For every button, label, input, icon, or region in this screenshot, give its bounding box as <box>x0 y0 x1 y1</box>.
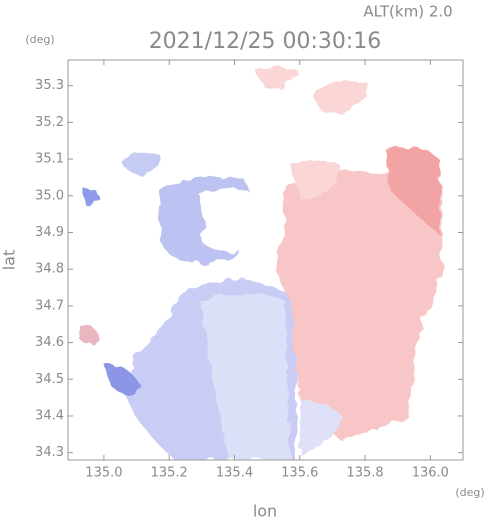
red-region <box>385 146 440 235</box>
gap <box>200 188 270 235</box>
y-unit: (deg) <box>25 33 54 46</box>
echo-shapes <box>80 66 443 460</box>
light-blue-region <box>300 400 345 455</box>
x-tick-label: 136.0 <box>412 466 449 481</box>
plot-frame <box>67 59 464 461</box>
red-region <box>290 160 340 200</box>
chart-title: 2021/12/25 00:30:16 <box>149 29 382 54</box>
blue-region <box>120 153 160 175</box>
blue-region <box>105 364 140 395</box>
y-tick-label: 34.8 <box>35 262 64 277</box>
y-tick-label: 34.5 <box>35 372 64 387</box>
x-tick-label: 135.8 <box>346 466 383 481</box>
y-axis-label: lat <box>0 250 19 271</box>
x-unit: (deg) <box>455 486 484 499</box>
altitude-label: ALT(km) 2.0 <box>363 3 452 21</box>
y-tick-label: 34.3 <box>35 445 64 460</box>
red-region <box>277 161 443 440</box>
x-tick-label: 135.2 <box>151 466 188 481</box>
x-tick-label: 135.4 <box>216 466 253 481</box>
x-axis-label: lon <box>253 502 277 521</box>
y-tick-label: 35.1 <box>35 152 64 167</box>
y-tick-label: 34.6 <box>35 335 64 350</box>
y-tick-label: 35.0 <box>35 188 64 203</box>
red-region <box>314 81 370 115</box>
mixed-region <box>80 324 100 345</box>
x-tick-label: 135.0 <box>85 466 122 481</box>
y-tick-label: 34.7 <box>35 298 64 313</box>
red-region <box>255 66 300 89</box>
y-tick-label: 34.4 <box>35 408 64 423</box>
y-tick-label: 35.3 <box>35 78 64 93</box>
light-blue-region <box>200 295 290 460</box>
y-tick-label: 34.9 <box>35 225 64 240</box>
blue-region <box>84 188 100 206</box>
radar-field <box>80 66 443 460</box>
x-tick-label: 135.6 <box>281 466 318 481</box>
y-tick-label: 35.2 <box>35 115 64 130</box>
